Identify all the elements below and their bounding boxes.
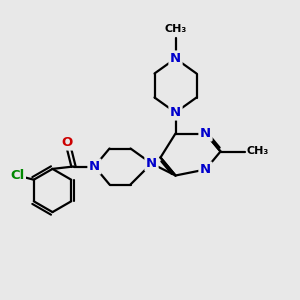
Text: N: N <box>89 160 100 173</box>
Text: CH₃: CH₃ <box>164 24 187 34</box>
Text: N: N <box>200 127 211 140</box>
Text: N: N <box>146 157 157 170</box>
Text: CH₃: CH₃ <box>247 146 269 157</box>
Text: N: N <box>170 106 181 119</box>
Text: Cl: Cl <box>10 169 24 182</box>
Text: N: N <box>200 163 211 176</box>
Text: O: O <box>62 136 73 149</box>
Text: N: N <box>170 52 181 65</box>
